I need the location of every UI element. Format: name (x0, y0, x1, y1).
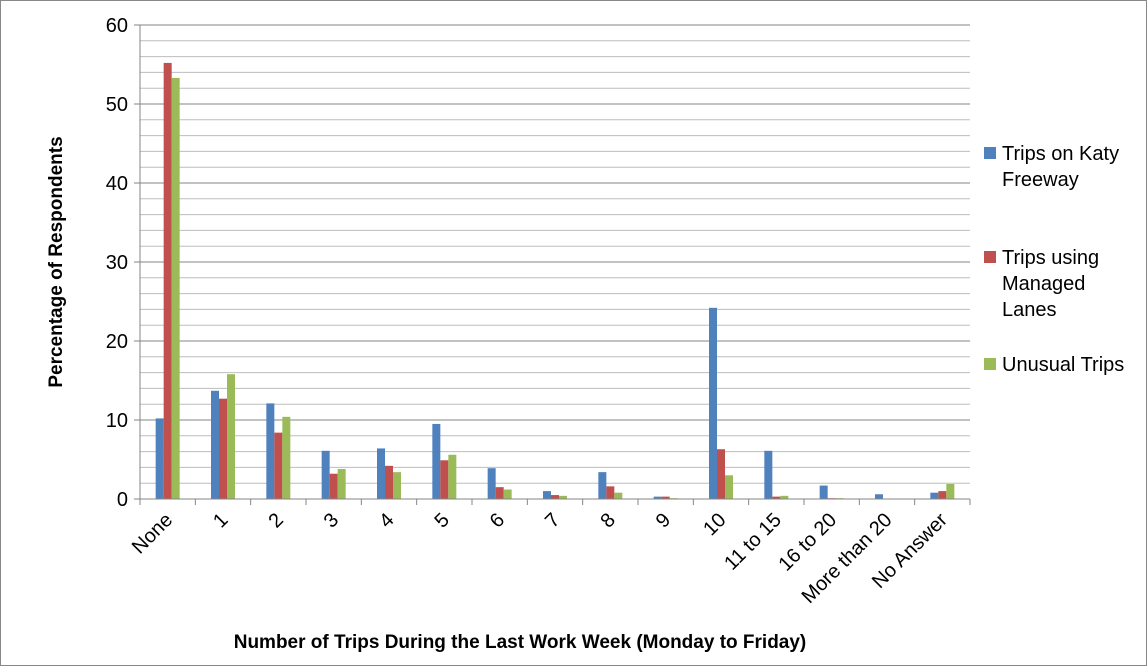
bar (653, 496, 662, 499)
bar (448, 454, 457, 499)
legend-label: Trips using Managed Lanes (1002, 247, 1100, 321)
bar (155, 418, 164, 499)
bar (377, 448, 385, 499)
bar (440, 460, 449, 499)
y-tick-label: 30 (106, 252, 128, 274)
bar (725, 475, 733, 499)
legend-item: Trips using Managed Lanes (980, 245, 1130, 323)
bar (385, 465, 393, 499)
bar (171, 77, 180, 500)
x-tick-label: 1 (209, 509, 232, 532)
x-tick-label: None (128, 509, 177, 558)
x-tick-label: 8 (596, 509, 619, 532)
y-axis-title: Percentage of Respondents (46, 136, 67, 387)
y-tick-label: 10 (106, 410, 128, 432)
bar (163, 62, 172, 500)
bar (606, 486, 615, 499)
x-tick-label: 7 (541, 509, 564, 532)
y-tick-label: 20 (106, 331, 128, 353)
bar (709, 307, 717, 499)
y-tick-label: 40 (106, 173, 128, 195)
bar (211, 390, 219, 499)
legend-item: Trips on Katy Freeway (980, 141, 1130, 193)
bar (495, 487, 504, 499)
legend-swatch (984, 251, 996, 263)
bar (432, 423, 441, 499)
bar (551, 495, 559, 499)
x-tick-label: 3 (320, 509, 343, 532)
bar (764, 450, 773, 499)
legend-label: Trips on Katy Freeway (1002, 143, 1120, 191)
bar (219, 398, 227, 499)
legend-swatch (984, 147, 996, 159)
x-tick-label: 11 to 15 (720, 509, 786, 575)
bar (393, 472, 401, 499)
x-tick-label: 4 (375, 509, 398, 532)
bar (772, 496, 781, 499)
bar (559, 495, 567, 499)
bar (938, 491, 947, 499)
bar (337, 468, 346, 499)
bar (614, 492, 623, 499)
bar (717, 449, 725, 499)
bar (780, 495, 789, 499)
bar (598, 472, 607, 499)
bar (266, 403, 275, 499)
legend-swatch (984, 358, 996, 370)
bar (661, 496, 670, 499)
x-tick-label: 2 (264, 509, 287, 532)
bar (227, 374, 235, 499)
x-axis-title: Number of Trips During the Last Work Wee… (234, 632, 807, 653)
bar (543, 491, 551, 499)
bar (321, 450, 330, 499)
bar (282, 416, 291, 499)
x-tick-label: 10 (699, 509, 730, 540)
bar (329, 473, 338, 499)
x-tick-label: 5 (430, 509, 453, 532)
y-tick-label: 0 (117, 489, 128, 511)
y-tick-label: 60 (106, 15, 128, 37)
bar (930, 492, 939, 499)
bar (487, 468, 496, 499)
bar (274, 432, 283, 499)
x-tick-label: 9 (652, 509, 675, 532)
bar (875, 494, 883, 499)
bar (946, 483, 955, 499)
bar (819, 485, 828, 499)
x-tick-label: 6 (486, 509, 509, 532)
y-tick-label: 50 (106, 94, 128, 116)
bar (503, 489, 512, 499)
legend-item: Unusual Trips (980, 352, 1130, 378)
legend-label: Unusual Trips (1002, 354, 1125, 376)
